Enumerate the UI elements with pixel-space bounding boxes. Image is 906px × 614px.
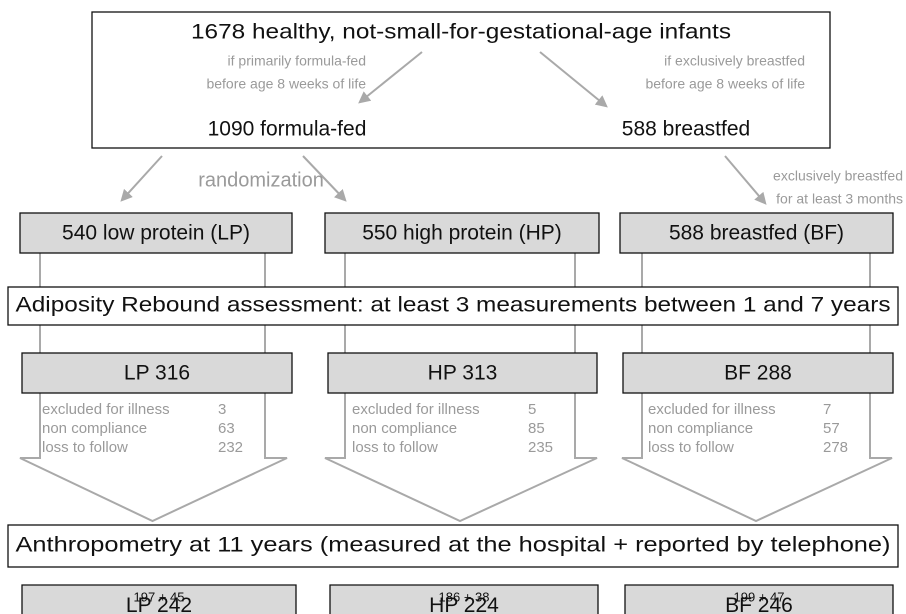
assessment-label: Adiposity Rebound assessment: at least 3… [16,294,891,317]
note: if exclusively breastfed [664,53,805,69]
arrow [358,51,423,104]
arrow [120,155,163,202]
exclusion-reason: non compliance [42,420,147,437]
final-box [21,584,297,614]
followup-box [622,352,894,394]
exclusion-count: 63 [218,420,235,437]
exclusion-reason: non compliance [352,420,457,437]
final-box [329,584,599,614]
exclusion-count: 57 [823,420,840,437]
note: before age 8 weeks of life [645,76,805,92]
final-box [624,584,894,614]
assessment-box [7,286,899,326]
final-detail: 186 + 38 [439,589,490,604]
group-box [324,212,600,254]
exclusion-count: 235 [528,439,553,456]
note: exclusively breastfed [773,168,903,184]
exclusion-count: 3 [218,401,226,418]
note: before age 8 weeks of life [206,76,366,92]
anthropometry-box [7,524,899,568]
group-box [19,212,293,254]
top-box [91,11,831,149]
anthropometry-label: Anthropometry at 11 years (measured at t… [16,534,891,557]
final-label: BF 246 [725,594,793,614]
exclusion-count: 232 [218,439,243,456]
down-arrow [621,393,893,523]
final-detail: 197 + 45 [134,589,185,604]
down-arrow [19,393,288,523]
exclusion-count: 278 [823,439,848,456]
exclusion-reason: excluded for illness [352,401,480,418]
group-box [619,212,894,254]
followup-box [327,352,598,394]
down-arrow [324,393,598,523]
group-label: 550 high protein (HP) [362,222,562,245]
followup-box [21,352,293,394]
exclusion-count: 5 [528,401,536,418]
group-label: 540 low protein (LP) [62,222,250,245]
note: if primarily formula-fed [228,53,366,69]
exclusion-reason: excluded for illness [42,401,170,418]
final-label: LP 242 [126,594,192,614]
exclusion-count: 7 [823,401,831,418]
group-label: 588 breastfed (BF) [669,222,844,245]
exclusion-reason: loss to follow [352,439,438,456]
exclusion-reason: excluded for illness [648,401,776,418]
final-detail: 199 + 47 [734,589,785,604]
groups: 540 low protein (LP) LP 316 excluded for i… [19,212,894,614]
followup-label: HP 313 [428,362,498,385]
exclusion-reason: non compliance [648,420,753,437]
note: for at least 3 months [776,191,903,207]
branch-label: 588 breastfed [622,118,750,141]
followup-label: BF 288 [724,362,792,385]
arrow [302,155,347,202]
exclusion-count: 85 [528,420,545,437]
randomization-label: randomization [198,169,324,191]
final-label: HP 224 [429,594,499,614]
arrow [539,51,608,108]
top-title: 1678 healthy, not-small-for-gestational-… [191,21,731,44]
followup-label: LP 316 [124,362,190,385]
arrow [724,155,767,205]
exclusion-reason: loss to follow [648,439,734,456]
exclusion-reason: loss to follow [42,439,128,456]
branch-label: 1090 formula-fed [208,118,367,141]
